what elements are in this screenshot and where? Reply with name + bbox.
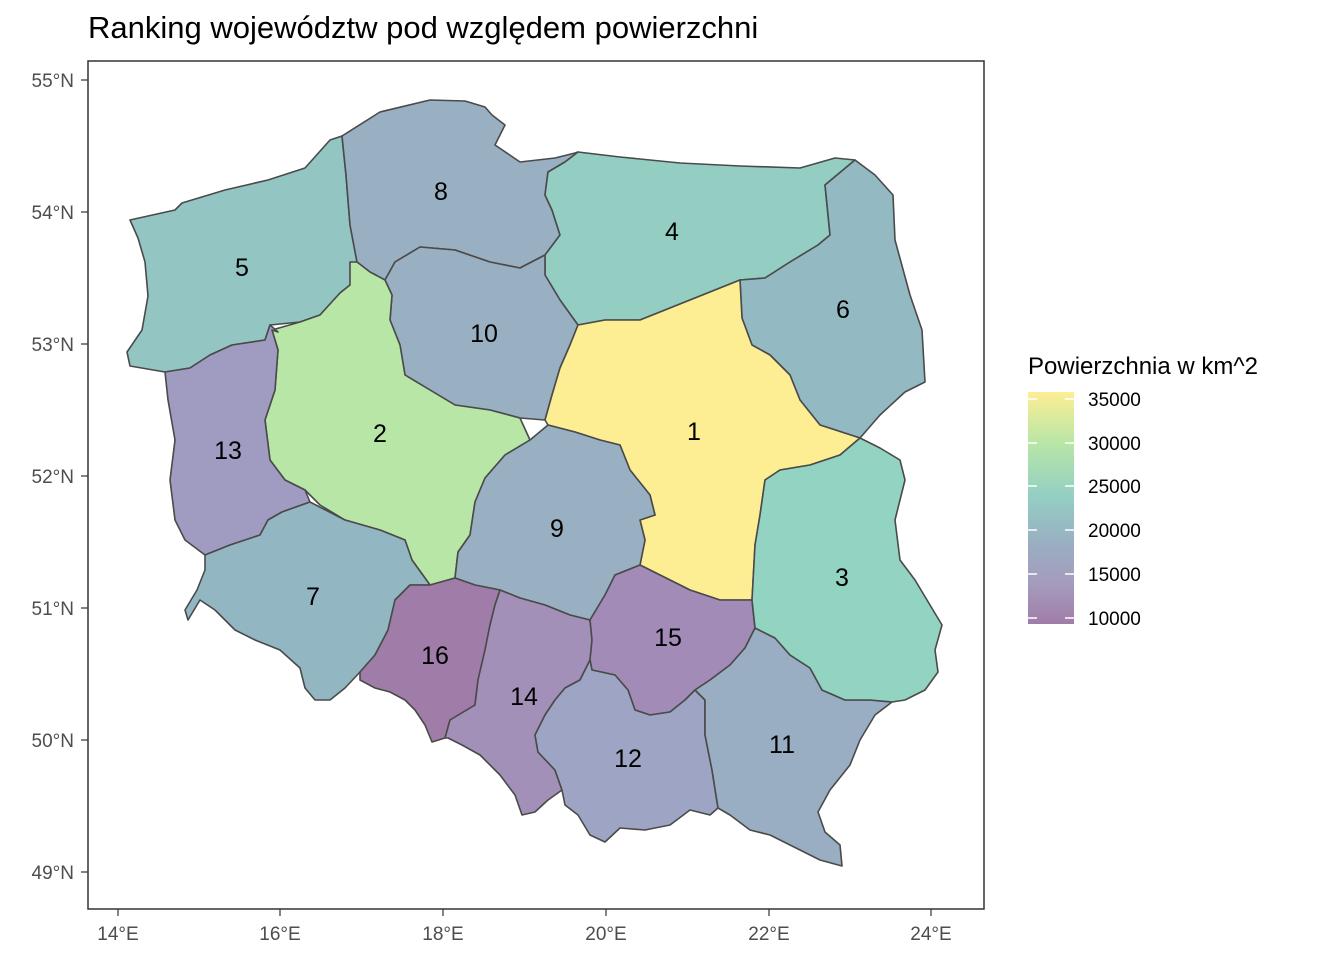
x-tick-label: 24°E xyxy=(910,924,951,945)
y-tick-label: 49°N xyxy=(32,863,74,884)
rank-label-5: 5 xyxy=(235,254,249,282)
rank-label-15: 15 xyxy=(654,624,682,652)
x-tick-label: 22°E xyxy=(748,924,789,945)
legend-label: 10000 xyxy=(1088,609,1141,630)
rank-label-11: 11 xyxy=(769,731,795,759)
y-tick-label: 54°N xyxy=(32,203,74,224)
rank-label-13: 13 xyxy=(214,437,242,465)
rank-label-2: 2 xyxy=(373,420,387,448)
rank-label-9: 9 xyxy=(550,515,564,543)
page-title: Ranking województw pod względem powierzc… xyxy=(88,10,759,45)
legend-label: 25000 xyxy=(1088,477,1141,498)
y-tick-label: 52°N xyxy=(32,467,74,488)
rank-label-16: 16 xyxy=(421,642,449,670)
rank-label-8: 8 xyxy=(434,178,448,206)
rank-labels: 1 2 3 4 5 6 7 8 9 10 11 12 13 14 15 16 xyxy=(214,178,850,773)
legend-colorbar xyxy=(1028,392,1074,624)
regions xyxy=(126,99,943,867)
rank-label-14: 14 xyxy=(510,683,538,711)
rank-label-3: 3 xyxy=(835,564,849,592)
x-tick-label: 14°E xyxy=(97,924,138,945)
rank-label-6: 6 xyxy=(836,296,850,324)
rank-label-12: 12 xyxy=(614,745,642,773)
legend-title: Powierzchnia w km^2 xyxy=(1028,353,1258,380)
x-tick-label: 18°E xyxy=(422,924,463,945)
y-tick-label: 55°N xyxy=(32,71,74,92)
y-tick-label: 53°N xyxy=(32,335,74,356)
legend: Powierzchnia w km^2 35000 30000 25000 20… xyxy=(1028,353,1258,630)
region-13 xyxy=(164,324,311,556)
legend-label: 35000 xyxy=(1088,390,1141,411)
rank-label-10: 10 xyxy=(470,320,498,348)
rank-label-1: 1 xyxy=(687,418,701,446)
y-tick-label: 50°N xyxy=(32,731,74,752)
x-axis: 14°E 16°E 18°E 20°E 22°E 24°E xyxy=(97,909,952,945)
y-tick-label: 51°N xyxy=(32,599,74,620)
rank-label-7: 7 xyxy=(306,583,320,611)
legend-label: 15000 xyxy=(1088,565,1141,586)
x-tick-label: 20°E xyxy=(585,924,626,945)
y-axis: 55°N 54°N 53°N 52°N 51°N 50°N 49°N xyxy=(32,71,88,884)
legend-label: 20000 xyxy=(1088,521,1141,542)
rank-label-4: 4 xyxy=(665,218,679,246)
legend-label: 30000 xyxy=(1088,434,1141,455)
x-tick-label: 16°E xyxy=(259,924,300,945)
region-3 xyxy=(751,437,943,703)
